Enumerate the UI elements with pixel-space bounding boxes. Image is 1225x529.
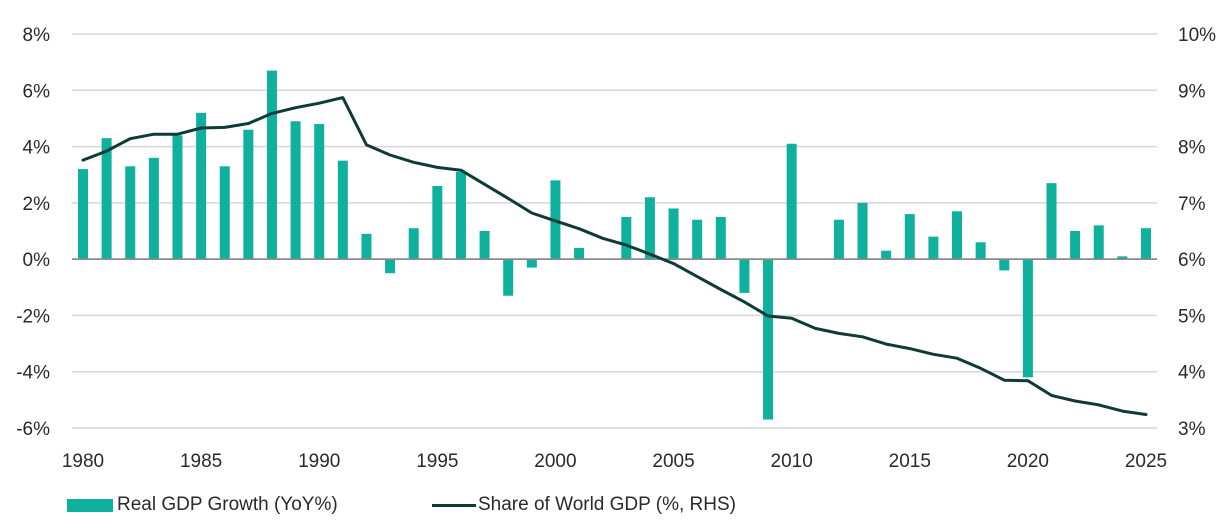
- legend-item-share-of-world-gdp: Share of World GDP (%, RHS): [432, 490, 736, 520]
- legend-swatch-line: [432, 503, 476, 507]
- bar: [172, 135, 183, 260]
- bar: [385, 259, 396, 274]
- bar: [243, 129, 254, 260]
- bar: [314, 124, 325, 260]
- bar: [763, 259, 774, 420]
- bar: [739, 259, 750, 293]
- bar: [361, 233, 372, 260]
- bar: [692, 219, 703, 260]
- legend: Real GDP Growth (YoY%) Share of World GD…: [0, 490, 1225, 526]
- x-axis-tick-label: 2005: [652, 451, 694, 472]
- left-axis-tick-label: 4%: [23, 138, 51, 159]
- bar: [432, 185, 443, 260]
- left-axis-tick-label: 2%: [23, 194, 51, 215]
- bar: [1141, 228, 1151, 260]
- right-axis-tick-label: 9%: [1178, 81, 1206, 102]
- bar: [1046, 183, 1057, 260]
- legend-label-share-of-world-gdp: Share of World GDP (%, RHS): [478, 494, 736, 515]
- bar: [881, 250, 892, 260]
- gridlines: [72, 33, 1157, 429]
- bar: [644, 197, 655, 260]
- x-axis-tick-label: 1995: [416, 451, 458, 472]
- bar: [975, 242, 986, 260]
- bar: [621, 216, 632, 260]
- left-axis-tick-label: 0%: [23, 250, 51, 271]
- bar: [999, 259, 1010, 271]
- legend-swatch-bar: [67, 498, 113, 512]
- gdp-chart: -6% -4% -2% 0% 2% 4% 6% 8% 3% 4% 5% 6% 7% 8% 9% 10% 19…: [16, 25, 1216, 472]
- bar: [1022, 259, 1033, 378]
- bar: [408, 228, 419, 260]
- x-axis-tick-label: 2010: [771, 451, 813, 472]
- bar: [101, 138, 112, 260]
- right-axis-tick-label: 5%: [1178, 306, 1206, 327]
- bar: [1093, 225, 1104, 260]
- bar: [455, 171, 466, 260]
- bar: [266, 70, 277, 260]
- x-axis-tick-label: 2025: [1125, 451, 1167, 472]
- legend-label-real-gdp-growth: Real GDP Growth (YoY%): [117, 494, 338, 515]
- right-axis-tick-label: 7%: [1178, 194, 1206, 215]
- x-axis-tick-label: 2020: [1007, 451, 1049, 472]
- left-axis-tick-label: -2%: [16, 306, 50, 327]
- bar: [715, 216, 726, 260]
- share-of-world-gdp-line: [81, 96, 1148, 416]
- right-axis-tick-label: 8%: [1178, 138, 1206, 159]
- bar: [1070, 231, 1081, 260]
- x-axis-tick-label: 1980: [62, 451, 104, 472]
- bar: [574, 247, 585, 260]
- left-axis-tick-label: 8%: [23, 25, 51, 46]
- bar: [78, 169, 88, 260]
- left-axis-tick-label: 6%: [23, 81, 51, 102]
- line-series-share-of-world-gdp: [81, 96, 1148, 416]
- bar: [148, 157, 159, 260]
- bar: [526, 259, 537, 268]
- x-axis-tick-label: 1990: [298, 451, 340, 472]
- bar: [668, 208, 679, 260]
- x-axis-tick-label: 1985: [180, 451, 222, 472]
- bar: [952, 211, 963, 260]
- bar: [337, 160, 348, 260]
- legend-item-real-gdp-growth: Real GDP Growth (YoY%): [67, 490, 338, 520]
- left-axis-tick-label: -4%: [16, 363, 50, 384]
- x-axis-tick-label: 2000: [534, 451, 576, 472]
- bar: [479, 231, 490, 260]
- left-axis-ticks: -6% -4% -2% 0% 2% 4% 6% 8%: [16, 25, 50, 440]
- bar: [196, 112, 207, 260]
- bar: [1117, 256, 1128, 260]
- bar: [833, 219, 844, 260]
- bar: [125, 166, 136, 260]
- bar: [503, 259, 514, 296]
- x-axis-tick-label: 2015: [889, 451, 931, 472]
- right-axis-tick-label: 10%: [1178, 25, 1216, 46]
- bar: [786, 143, 797, 260]
- bar: [904, 214, 915, 260]
- bar-series-real-gdp-growth: [78, 70, 1151, 420]
- right-axis-tick-label: 4%: [1178, 363, 1206, 384]
- bar: [219, 166, 230, 260]
- right-axis-tick-label: 3%: [1178, 419, 1206, 440]
- bar: [290, 121, 301, 260]
- right-axis-ticks: 3% 4% 5% 6% 7% 8% 9% 10%: [1178, 25, 1216, 440]
- bar: [928, 236, 939, 260]
- left-axis-tick-label: -6%: [16, 419, 50, 440]
- x-axis-ticks: 1980 1985 1990 1995 2000 2005 2010 2015 2020 2025: [62, 451, 1167, 472]
- right-axis-tick-label: 6%: [1178, 250, 1206, 271]
- bar: [857, 202, 868, 260]
